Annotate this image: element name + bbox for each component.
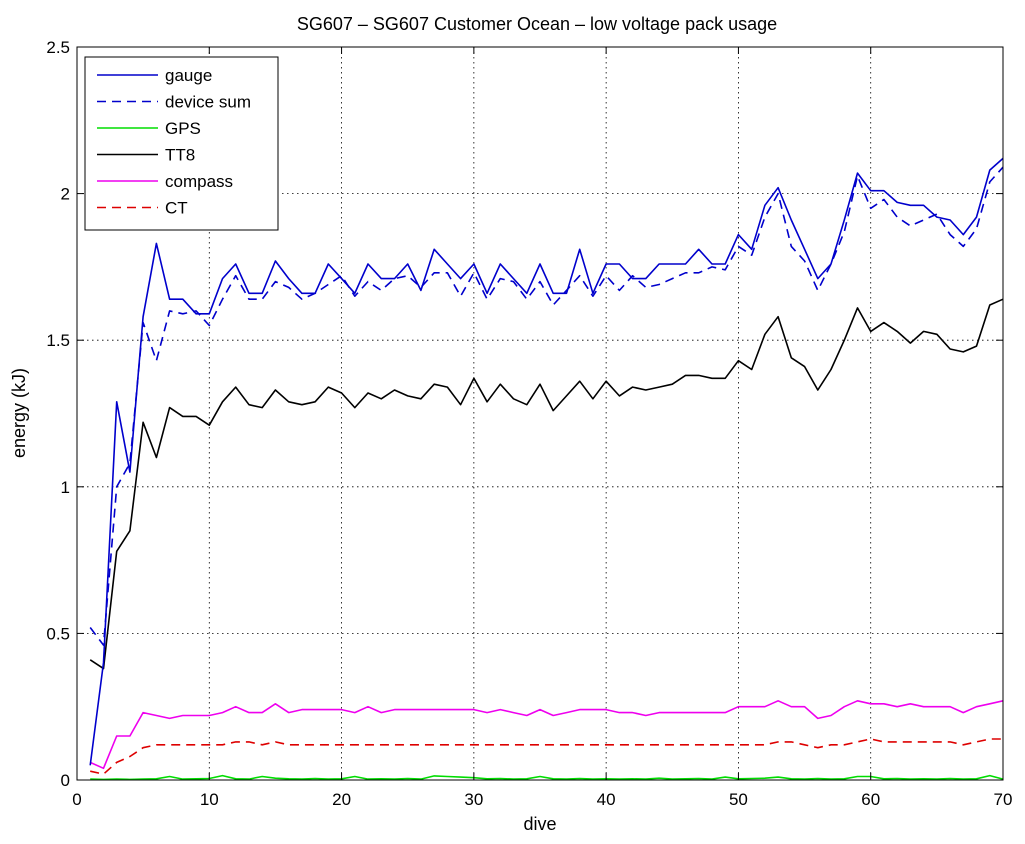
y-tick-label: 1.5	[46, 331, 70, 350]
legend-label: device sum	[165, 93, 251, 112]
y-tick-label: 1	[61, 478, 70, 497]
y-tick-label: 0	[61, 771, 70, 790]
y-tick-label: 2	[61, 185, 70, 204]
legend-label: compass	[165, 172, 233, 191]
x-tick-label: 60	[861, 790, 880, 809]
series-line-ct	[90, 738, 1003, 775]
legend: gauge device sum GPS TT8 compass CT	[84, 56, 279, 231]
chart-title: SG607 – SG607 Customer Ocean – low volta…	[297, 14, 777, 34]
series-line-gps	[90, 774, 1004, 781]
x-axis-ticks: 0 10 20 30 40 50 60 70	[72, 47, 1012, 809]
x-tick-label: 10	[200, 790, 219, 809]
x-tick-label: 20	[332, 790, 351, 809]
legend-label: gauge	[165, 66, 212, 85]
x-tick-label: 50	[729, 790, 748, 809]
y-tick-label: 0.5	[46, 624, 70, 643]
series-line-compass	[89, 699, 1004, 770]
series-line-gauge	[89, 157, 1004, 766]
series-line-tt8	[89, 298, 1004, 670]
grid-lines	[77, 47, 1003, 780]
x-tick-label: 30	[464, 790, 483, 809]
x-tick-label: 70	[994, 790, 1013, 809]
x-tick-label: 40	[597, 790, 616, 809]
series-line-device-sum	[89, 166, 1004, 646]
legend-label: GPS	[165, 119, 201, 138]
plot-frame	[76, 46, 1004, 781]
y-tick-label: 2.5	[46, 38, 70, 57]
x-tick-label: 0	[72, 790, 81, 809]
y-axis-ticks: 0 0.5 1 1.5 2 2.5	[46, 38, 1003, 790]
series-lines	[89, 157, 1004, 781]
y-axis-title: energy (kJ)	[9, 368, 29, 458]
x-axis-title: dive	[523, 814, 556, 834]
legend-label: CT	[165, 199, 188, 218]
legend-label: TT8	[165, 146, 195, 165]
legend-box	[84, 56, 279, 231]
